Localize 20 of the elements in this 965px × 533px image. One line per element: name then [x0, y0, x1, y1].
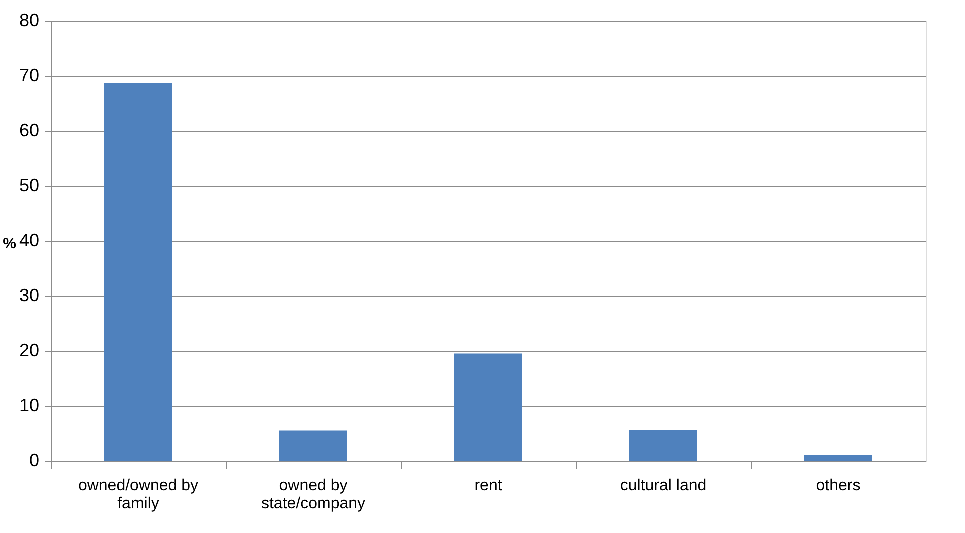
- y-tick-label: 50: [19, 176, 40, 196]
- y-axis-title: %: [3, 236, 16, 252]
- bar: [104, 83, 172, 461]
- x-tick-label: owned/owned by family: [78, 478, 199, 512]
- bar: [630, 430, 698, 461]
- y-tick-label: 30: [19, 286, 40, 306]
- y-tick-label: 70: [19, 66, 40, 86]
- bar: [280, 430, 348, 461]
- bar: [454, 354, 522, 461]
- bar: [804, 456, 872, 461]
- x-tick-label: owned by state/company: [261, 478, 366, 512]
- y-tick-label: 0: [29, 450, 40, 470]
- x-tick-label: rent: [474, 478, 503, 494]
- x-tick-label: others: [816, 478, 861, 494]
- y-tick-label: 80: [19, 10, 40, 30]
- y-tick-label: 60: [19, 120, 40, 140]
- y-tick-label: 40: [19, 230, 40, 250]
- y-tick-label: 10: [19, 396, 40, 416]
- y-tick-label: 20: [19, 340, 40, 360]
- x-tick-label: cultural land: [620, 478, 707, 494]
